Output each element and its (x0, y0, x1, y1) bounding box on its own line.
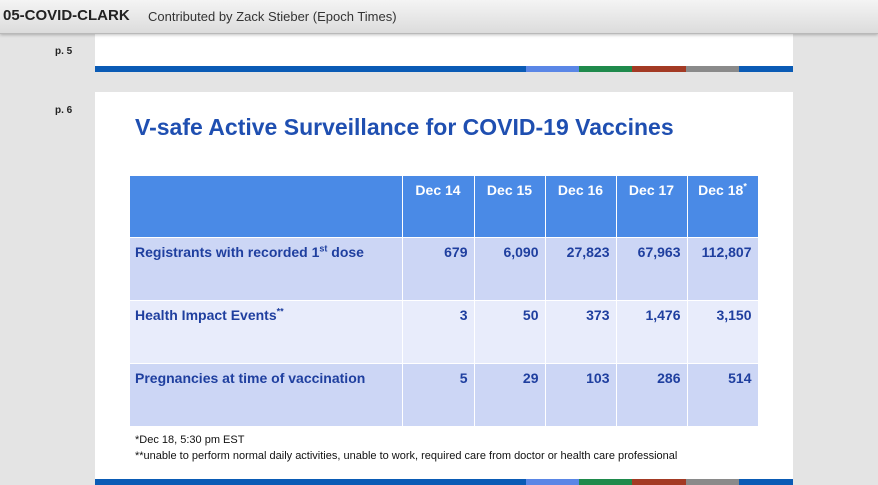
table-cell: 679 (402, 237, 475, 301)
table-cell: 514 (687, 363, 759, 427)
row-label-sup: ** (276, 306, 284, 317)
table-cell: 5 (402, 363, 475, 427)
stripe-segment-green (579, 479, 632, 485)
row-label-health-impact: Health Impact Events** (130, 300, 403, 364)
stripe-segment-red (632, 66, 686, 72)
header-dec18: Dec 18* (687, 176, 759, 238)
table-row: Pregnancies at time of vaccination 5 29 … (130, 363, 759, 427)
table-cell: 27,823 (545, 237, 617, 301)
page-5 (95, 33, 793, 72)
header-dec18-label: Dec 18 (698, 182, 744, 198)
header-dec14: Dec 14 (402, 176, 475, 238)
contributor-credit: Contributed by Zack Stieber (Epoch Times… (148, 9, 397, 24)
stripe-segment-blue-end (739, 66, 793, 72)
stripe-segment-blue-end (739, 479, 793, 485)
table-cell: 286 (616, 363, 688, 427)
table-cell: 6,090 (474, 237, 546, 301)
table-cell: 1,476 (616, 300, 688, 364)
page-label-5: p. 5 (55, 46, 73, 57)
table-cell: 103 (545, 363, 617, 427)
stripe-segment-light-blue (526, 66, 579, 72)
header-blank (130, 176, 403, 238)
table-row: Registrants with recorded 1st dose 679 6… (130, 237, 759, 301)
table-cell: 29 (474, 363, 546, 427)
stripe-segment-green (579, 66, 632, 72)
vsafe-table: Dec 14 Dec 15 Dec 16 Dec 17 Dec 18* Regi… (130, 176, 759, 427)
table-cell: 112,807 (687, 237, 759, 301)
stripe-segment-gray (686, 66, 739, 72)
page-label-6: p. 6 (55, 105, 73, 116)
stripe-segment-light-blue (526, 479, 579, 485)
table-cell: 3 (402, 300, 475, 364)
stripe-segment-blue (95, 479, 526, 485)
header-dec15: Dec 15 (474, 176, 546, 238)
row-label-text: Registrants with recorded 1 (135, 244, 320, 260)
table-cell: 3,150 (687, 300, 759, 364)
stripe-segment-blue (95, 66, 526, 72)
document-title: 05-COVID-CLARK (3, 7, 130, 24)
slide-title: V-safe Active Surveillance for COVID-19 … (135, 114, 674, 140)
page-6-bottom-stripe (95, 479, 793, 485)
table-header-row: Dec 14 Dec 15 Dec 16 Dec 17 Dec 18* (130, 176, 759, 238)
table-cell: 373 (545, 300, 617, 364)
page-5-bottom-stripe (95, 66, 793, 72)
row-label-pregnancies: Pregnancies at time of vaccination (130, 363, 403, 427)
stripe-segment-red (632, 479, 686, 485)
table-cell: 67,963 (616, 237, 688, 301)
row-label-text: Health Impact Events (135, 307, 277, 323)
stripe-segment-gray (686, 479, 739, 485)
header-dec18-mark: * (743, 181, 747, 192)
footnote-1: *Dec 18, 5:30 pm EST (135, 434, 245, 446)
header-dec17: Dec 17 (616, 176, 688, 238)
row-label-sup: st (319, 243, 328, 254)
footnotes: *Dec 18, 5:30 pm EST **unable to perform… (135, 432, 677, 464)
row-label-suffix: dose (327, 244, 364, 260)
document-header-bar: 05-COVID-CLARK Contributed by Zack Stieb… (0, 0, 878, 34)
row-label-text: Pregnancies at time of vaccination (135, 370, 366, 386)
page-6: V-safe Active Surveillance for COVID-19 … (95, 92, 793, 485)
table-row: Health Impact Events** 3 50 373 1,476 3,… (130, 300, 759, 364)
row-label-registrants: Registrants with recorded 1st dose (130, 237, 403, 301)
table-cell: 50 (474, 300, 546, 364)
header-dec16: Dec 16 (545, 176, 617, 238)
footnote-2: **unable to perform normal daily activit… (135, 450, 678, 462)
